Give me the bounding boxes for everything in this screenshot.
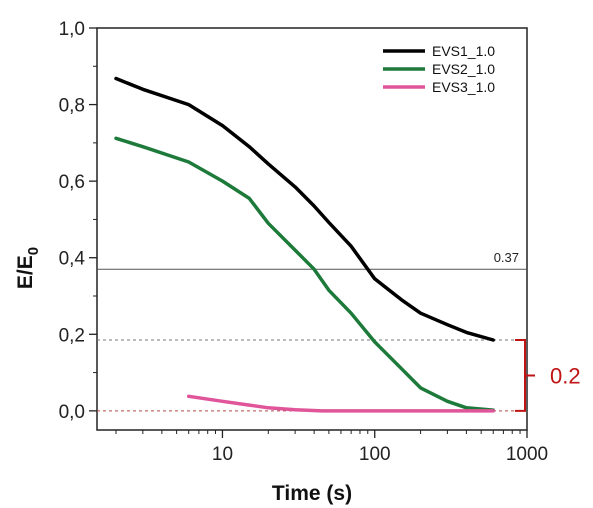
series-line-evs3-1-0 — [186, 394, 495, 413]
bracket-annotation: 0.2 — [515, 339, 581, 412]
series-group — [114, 76, 495, 413]
reference-line-label-0: 0.37 — [494, 250, 519, 265]
legend: EVS1_1.0 EVS2_1.0 EVS3_1.0 — [383, 43, 495, 95]
x-tick-label-1: 100 — [359, 444, 391, 465]
y-tick-label-1: 0,2 — [59, 325, 85, 346]
y-tick-label-2: 0,4 — [59, 249, 86, 270]
x-tick-label-0: 10 — [212, 444, 233, 465]
x-axis-title: Time (s) — [272, 482, 352, 505]
plot-frame — [96, 27, 528, 431]
series-line-evs2-1-0 — [114, 136, 495, 412]
y-tick-label-4: 0,8 — [59, 96, 85, 117]
bracket-shape — [515, 339, 535, 412]
x-tick-label-2: 1000 — [506, 444, 548, 465]
y-tick-label-0: 0,0 — [59, 402, 85, 423]
bracket-label: 0.2 — [550, 363, 581, 388]
series-line-evs1-1-0 — [114, 76, 495, 342]
y-axis-title: E/E0 — [14, 247, 42, 289]
y-axis-title-main: E/E — [14, 255, 37, 289]
y-tick-label-3: 0,6 — [59, 172, 85, 193]
legend-label-evs3-1-0: EVS3_1.0 — [432, 79, 495, 95]
y-axis-title-subscript: 0 — [25, 247, 42, 255]
y-axis-ticks: 0,0 0,2 0,4 0,6 0,8 1,0 — [59, 19, 97, 423]
y-tick-label-5: 1,0 — [59, 19, 85, 40]
legend-label-evs2-1-0: EVS2_1.0 — [432, 61, 495, 77]
x-axis-ticks: 10 100 1000 — [115, 430, 548, 465]
legend-label-evs1-1-0: EVS1_1.0 — [432, 43, 495, 59]
